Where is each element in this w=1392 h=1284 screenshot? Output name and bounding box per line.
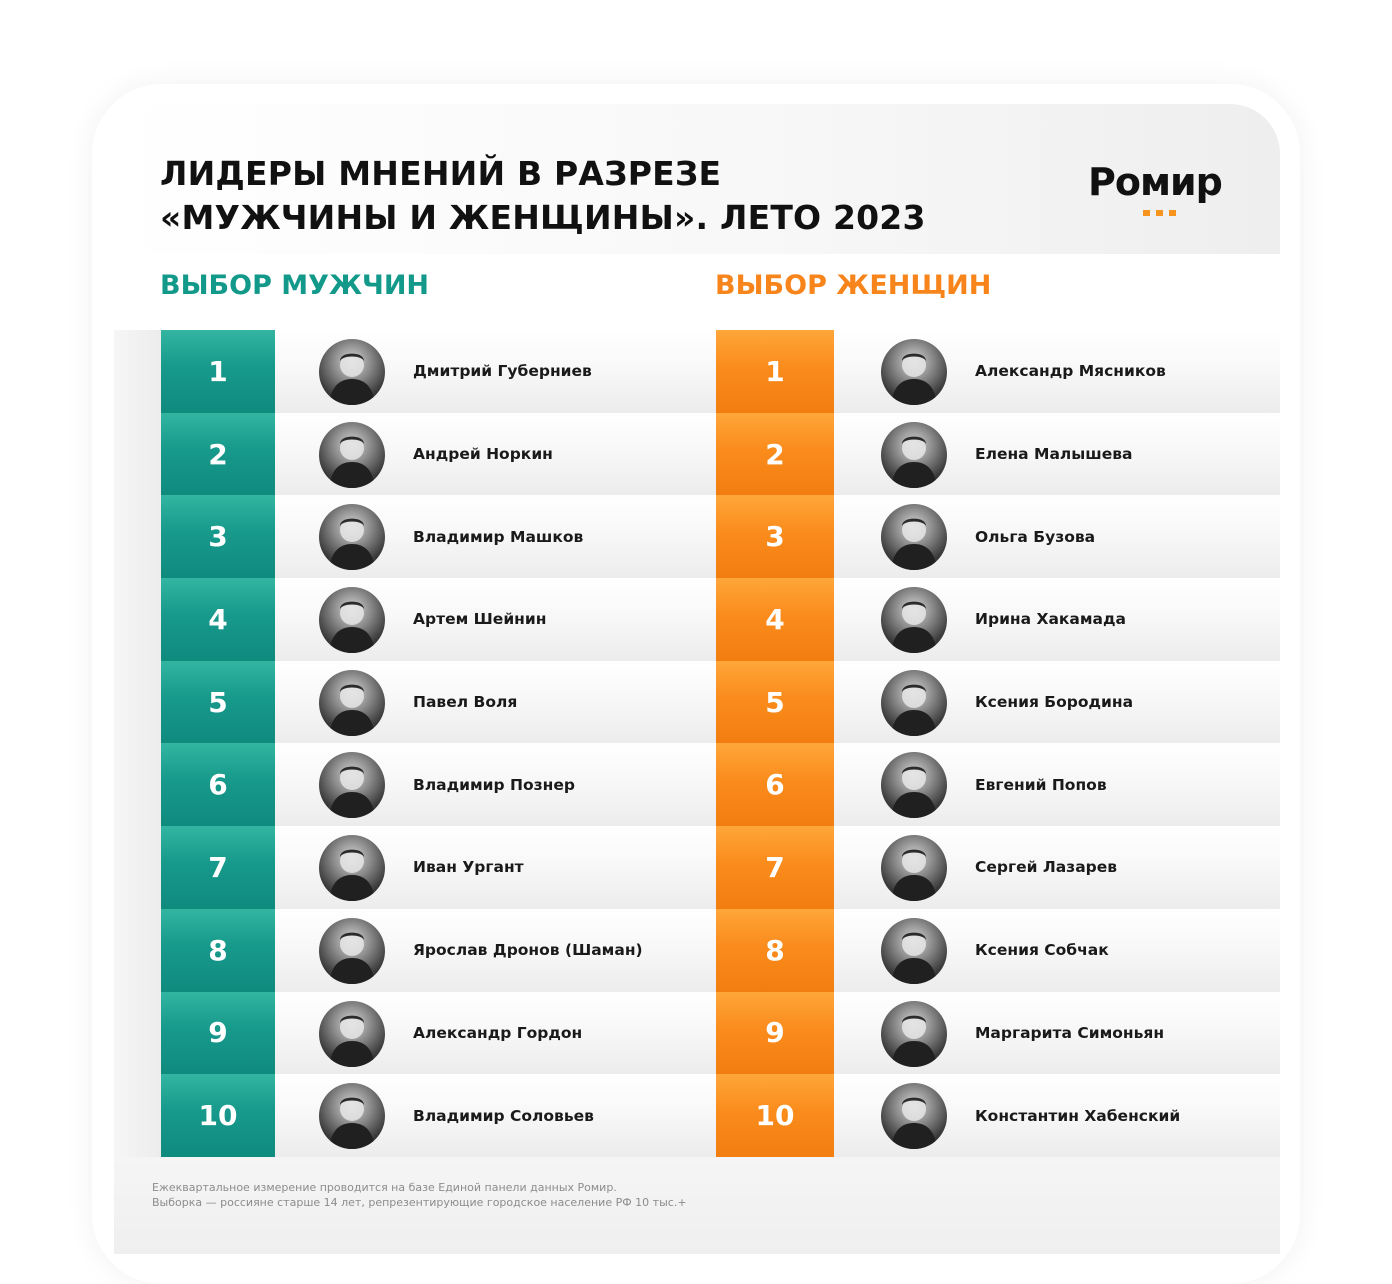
women-rank-badge: 2: [716, 412, 834, 496]
logo-dots: [1143, 210, 1183, 216]
men-leader-name: Артем Шейнин: [413, 610, 547, 629]
women-rank-badge: 6: [716, 743, 834, 827]
women-avatar: [881, 587, 947, 654]
row-edge-shade: [114, 660, 161, 744]
women-leader-name: Сергей Лазарев: [975, 858, 1118, 877]
men-leader-name: Иван Ургант: [413, 858, 524, 877]
women-leader-name: Евгений Попов: [975, 775, 1107, 794]
women-avatar: [881, 1000, 947, 1067]
men-rank-badge: 7: [161, 826, 275, 909]
men-leader-name: Дмитрий Губерниев: [413, 362, 592, 381]
row-edge-shade: [114, 908, 161, 992]
men-avatar: [319, 917, 385, 984]
women-avatar: [881, 835, 947, 902]
men-leader-name: Ярослав Дронов (Шаман): [413, 941, 643, 960]
row-edge-shade: [114, 743, 161, 827]
men-leader-name: Владимир Познер: [413, 775, 575, 794]
men-rank-badge: 3: [161, 495, 275, 579]
table-row: 9 Александр Гордон 9 Маргарита Симоньян: [114, 991, 1280, 1075]
row-edge-shade: [114, 578, 161, 661]
women-rank-badge: 3: [716, 495, 834, 579]
women-avatar: [881, 752, 947, 819]
women-leader-name: Ирина Хакамада: [975, 610, 1126, 629]
table-row: 8 Ярослав Дронов (Шаман) 8 Ксения Собчак: [114, 908, 1280, 992]
men-avatar: [319, 421, 385, 488]
men-avatar: [319, 504, 385, 571]
women-rank-badge: 7: [716, 826, 834, 909]
men-leader-name: Владимир Машков: [413, 527, 584, 546]
women-avatar: [881, 1083, 947, 1150]
men-rank-badge: 8: [161, 908, 275, 992]
men-leader-name: Андрей Норкин: [413, 445, 553, 464]
row-edge-shade: [114, 412, 161, 496]
footer: Ежеквартальное измерение проводится на б…: [114, 1158, 1280, 1254]
men-avatar: [319, 339, 385, 405]
row-edge-shade: [114, 495, 161, 579]
men-leader-name: Павел Воля: [413, 693, 518, 712]
men-rank-badge: 1: [161, 330, 275, 413]
men-rank-badge: 5: [161, 660, 275, 744]
men-avatar: [319, 669, 385, 736]
heading-band: [114, 254, 1280, 330]
women-leader-name: Ксения Собчак: [975, 941, 1109, 960]
women-rank-badge: 10: [716, 1074, 834, 1157]
footer-line-2: Выборка — россияне старше 14 лет, репрез…: [152, 1196, 687, 1209]
women-leader-name: Ксения Бородина: [975, 693, 1134, 712]
men-rank-badge: 2: [161, 412, 275, 496]
women-avatar: [881, 917, 947, 984]
table-row: 10 Владимир Соловьев 10 Константин Хабенски…: [114, 1074, 1280, 1157]
row-edge-shade: [114, 330, 161, 413]
women-leader-name: Елена Малышева: [975, 445, 1133, 464]
footer-note: Ежеквартальное измерение проводится на б…: [152, 1180, 687, 1210]
men-rank-badge: 9: [161, 991, 275, 1075]
women-leader-name: Константин Хабенский: [975, 1106, 1181, 1125]
logo-text: Ромир: [1088, 160, 1223, 204]
infographic-card: ЛИДЕРЫ МНЕНИЙ В РАЗРЕЗЕ «МУЖЧИНЫ И ЖЕНЩИ…: [114, 104, 1280, 1254]
men-rank-badge: 10: [161, 1074, 275, 1157]
header-background: [114, 104, 1280, 254]
men-choice-heading: ВЫБОР МУЖЧИН: [160, 270, 430, 301]
women-rank-badge: 9: [716, 991, 834, 1075]
women-rank-badge: 4: [716, 578, 834, 661]
women-avatar: [881, 669, 947, 736]
women-avatar: [881, 504, 947, 571]
men-leader-name: Александр Гордон: [413, 1023, 583, 1042]
title-line-1: ЛИДЕРЫ МНЕНИЙ В РАЗРЕЗЕ: [160, 154, 722, 193]
women-rank-badge: 1: [716, 330, 834, 413]
men-avatar: [319, 752, 385, 819]
women-avatar: [881, 339, 947, 405]
men-rank-badge: 6: [161, 743, 275, 827]
table-row: 7 Иван Ургант 7 Сергей Лазарев: [114, 826, 1280, 909]
page-title: ЛИДЕРЫ МНЕНИЙ В РАЗРЕЗЕ «МУЖЧИНЫ И ЖЕНЩИ…: [160, 152, 926, 240]
men-avatar: [319, 587, 385, 654]
ranking-table: 1 Дмитрий Губерниев 1 Александр Мясников 2 Ан…: [114, 330, 1280, 1157]
footer-line-1: Ежеквартальное измерение проводится на б…: [152, 1181, 617, 1194]
romir-logo: Ромир: [1088, 160, 1238, 220]
women-avatar: [881, 421, 947, 488]
table-row: 6 Владимир Познер 6 Евгений Попов: [114, 743, 1280, 827]
table-row: 3 Владимир Машков 3 Ольга Бузова: [114, 495, 1280, 579]
table-row: 5 Павел Воля 5 Ксения Бородина: [114, 660, 1280, 744]
women-leader-name: Маргарита Симоньян: [975, 1023, 1165, 1042]
women-leader-name: Александр Мясников: [975, 362, 1166, 381]
table-row: 2 Андрей Норкин 2 Елена Малышева: [114, 412, 1280, 496]
title-line-2: «МУЖЧИНЫ И ЖЕНЩИНЫ». ЛЕТО 2023: [160, 198, 926, 237]
women-leader-name: Ольга Бузова: [975, 527, 1096, 546]
men-avatar: [319, 1000, 385, 1067]
men-leader-name: Владимир Соловьев: [413, 1106, 594, 1125]
women-rank-badge: 5: [716, 660, 834, 744]
row-edge-shade: [114, 826, 161, 909]
women-rank-badge: 8: [716, 908, 834, 992]
men-avatar: [319, 1083, 385, 1150]
men-avatar: [319, 835, 385, 902]
women-choice-heading: ВЫБОР ЖЕНЩИН: [715, 270, 992, 301]
table-row: 4 Артем Шейнин 4 Ирина Хакамада: [114, 578, 1280, 661]
row-edge-shade: [114, 1074, 161, 1157]
row-edge-shade: [114, 991, 161, 1075]
men-rank-badge: 4: [161, 578, 275, 661]
table-row: 1 Дмитрий Губерниев 1 Александр Мясников: [114, 330, 1280, 413]
